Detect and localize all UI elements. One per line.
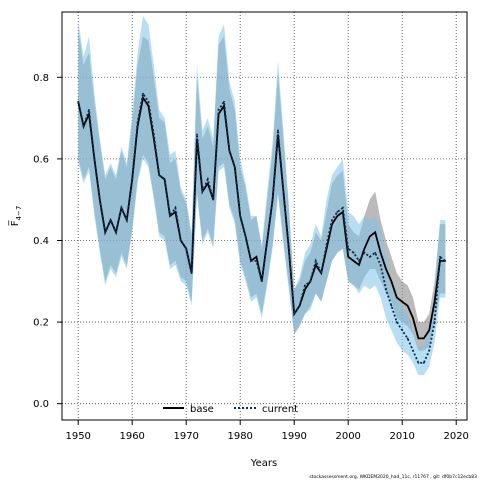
current-point <box>98 198 101 201</box>
current-point <box>104 231 107 234</box>
current-point <box>363 251 366 254</box>
current-point <box>212 198 215 201</box>
current-point <box>412 349 414 352</box>
y-tick-label: 0.8 <box>33 73 49 84</box>
current-point <box>125 219 128 221</box>
current-point <box>250 259 252 262</box>
current-point <box>185 247 188 250</box>
current-point <box>422 361 425 364</box>
current-point <box>223 100 225 103</box>
current-point <box>379 264 382 266</box>
current-point <box>82 125 85 128</box>
current-point <box>395 321 398 323</box>
x-tick-label: 2020 <box>443 431 468 442</box>
confidence-bands <box>78 16 446 376</box>
current-point <box>260 280 263 283</box>
y-tick-label: 0.0 <box>33 399 49 410</box>
current-point <box>417 361 420 364</box>
current-point <box>120 206 123 209</box>
current-confidence-band <box>78 16 446 376</box>
x-tick-label: 1970 <box>173 431 198 442</box>
current-point <box>196 133 198 136</box>
x-tick-label: 2010 <box>389 431 414 442</box>
current-point <box>190 272 193 275</box>
current-point <box>368 255 371 258</box>
current-point <box>347 247 350 250</box>
current-point <box>93 157 96 160</box>
y-tick-label: 0.4 <box>33 236 49 247</box>
current-point <box>374 251 377 254</box>
current-point <box>233 166 236 168</box>
current-point <box>239 215 242 217</box>
current-point <box>444 259 447 262</box>
current-point <box>314 259 317 262</box>
x-tick-label: 1990 <box>281 431 306 442</box>
current-point <box>428 349 431 352</box>
current-point <box>309 280 312 283</box>
current-point <box>282 190 285 193</box>
current-point <box>406 337 409 340</box>
current-point <box>287 247 290 250</box>
current-point <box>433 321 436 323</box>
current-point <box>358 259 360 262</box>
current-point <box>174 206 177 209</box>
current-point <box>293 313 296 315</box>
current-point <box>201 190 204 193</box>
current-point <box>352 251 355 254</box>
legend: base current <box>163 404 298 415</box>
current-point <box>77 100 80 103</box>
current-point <box>163 178 166 181</box>
current-point <box>136 121 139 124</box>
current-point <box>331 219 333 221</box>
x-axis-label: Years <box>250 458 277 469</box>
current-point <box>88 109 90 111</box>
current-point <box>142 92 144 95</box>
current-point <box>271 198 274 201</box>
current-point <box>298 304 301 307</box>
current-point <box>169 215 171 217</box>
current-point <box>385 288 387 291</box>
axes: 1950 1960 1970 1980 1990 2000 2010 2020 0.0 0.2 0.… <box>33 73 469 442</box>
current-point <box>147 100 150 103</box>
legend-current-label: current <box>262 404 298 415</box>
current-point <box>255 259 258 262</box>
current-point <box>217 109 220 111</box>
x-tick-label: 1960 <box>119 431 144 442</box>
current-point <box>390 304 393 307</box>
x-tick-label: 1950 <box>65 431 90 442</box>
current-point <box>320 272 323 275</box>
current-point <box>401 329 404 332</box>
current-point <box>439 255 441 258</box>
current-point <box>131 178 134 181</box>
y-axis-label-subscript: 4−7 <box>15 206 23 221</box>
y-axis-label-main: F̅ <box>8 220 21 227</box>
legend-base-label: base <box>190 404 214 415</box>
current-point <box>266 239 269 242</box>
x-tick-label: 2000 <box>335 431 360 442</box>
current-point <box>206 178 209 181</box>
current-point <box>179 239 182 242</box>
y-axis-label: F̅4−7 <box>8 206 23 227</box>
x-tick-label: 1980 <box>227 431 252 442</box>
current-point <box>336 211 339 213</box>
current-point <box>277 129 279 132</box>
current-point <box>152 133 155 136</box>
current-point <box>158 174 161 177</box>
current-point <box>341 206 344 209</box>
footer-note: stockassessment.org, WKDEM2020_had_11c, … <box>309 474 477 480</box>
current-point <box>304 284 306 287</box>
current-line <box>77 91 446 364</box>
series-lines <box>77 91 447 364</box>
current-point <box>244 235 247 238</box>
current-point <box>228 149 231 152</box>
y-tick-label: 0.2 <box>33 318 49 329</box>
current-point <box>325 243 328 246</box>
current-point <box>109 219 112 221</box>
y-tick-label: 0.6 <box>33 154 49 165</box>
current-point <box>115 231 117 234</box>
plot-frame <box>61 11 468 421</box>
